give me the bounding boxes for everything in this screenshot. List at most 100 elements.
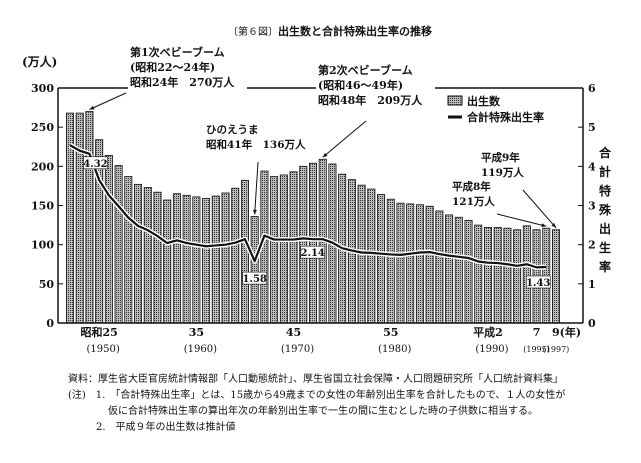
note-2: 2. 平成９年の出生数は推計値 [96, 422, 236, 433]
bar-1953 [124, 176, 133, 324]
bar-1966 [250, 216, 259, 324]
legend-bar-swatch [447, 95, 463, 106]
note-1: (注) 1. 「合計特殊出生率」とは、15歳から49歳までの女性の年齢別出生率を… [68, 390, 566, 401]
bar-1954 [134, 183, 143, 324]
note-1-cont: 仮に合計特殊出生率の算出年次の年齢別出生率で一生の間に生むとした時の子供数に相当… [108, 406, 538, 417]
right-tick-label: 3 [588, 200, 596, 213]
bar-1962 [211, 195, 220, 324]
x-tick-label: 55 [383, 326, 398, 339]
bar-1982 [406, 203, 415, 324]
boom1-arrow-head [89, 105, 95, 110]
bar-1987 [454, 216, 463, 324]
bar-1948 [75, 112, 84, 324]
bar-1955 [143, 187, 152, 324]
bar-1961 [202, 198, 211, 324]
annotation-boom2-text: 昭和48年 209万人 [318, 93, 423, 107]
x-tick-label: 7 [533, 326, 541, 339]
bar-1949 [85, 111, 94, 324]
bar-1988 [464, 219, 473, 324]
bar-1984 [425, 205, 434, 324]
x-tick-sublabel: (1980) [378, 344, 411, 355]
legend: 出生数 合計特殊出生率 [447, 94, 544, 124]
fertility-line [69, 144, 547, 269]
x-tick-label: 平成2 [473, 325, 503, 339]
right-tick-label: 2 [588, 239, 596, 252]
bar-1996 [542, 227, 551, 324]
bar-1952 [114, 165, 123, 324]
annotation-h9-text: 平成9年 [481, 151, 520, 164]
annotation-boom1-text: 昭和24年 270万人 [130, 75, 235, 89]
right-axis-label-char: 計 [599, 164, 611, 179]
bar-1951 [104, 154, 113, 324]
annotation-hinoeuma-text: 昭和41年 136万人 [206, 138, 306, 151]
data-label: 2.14 [301, 248, 325, 259]
bar-1968 [270, 176, 279, 324]
bar-1972 [308, 162, 317, 324]
bar-1981 [396, 202, 405, 324]
bar-1992 [503, 227, 512, 324]
left-tick-label: 0 [46, 317, 54, 330]
left-tick-label: 300 [31, 82, 54, 95]
annotation-h8-bg [450, 178, 504, 210]
left-tick-label: 100 [31, 239, 54, 252]
left-tick-label: 250 [31, 121, 54, 134]
boom1-arrow-line [89, 92, 127, 110]
bar-1956 [153, 191, 162, 324]
h8-arrow-line [496, 213, 547, 227]
bar-1971 [299, 165, 308, 324]
data-label: 1.43 [526, 278, 550, 289]
boom2-arrow-line [322, 120, 367, 158]
annotation-hinoeuma-text: ひのえうま [206, 124, 259, 136]
right-axis-label-char: 合 [599, 145, 612, 160]
bar-1970 [289, 171, 298, 324]
annotation-hinoeuma-bg [204, 121, 318, 153]
bar-1963 [221, 192, 230, 324]
h9-arrow-line [522, 189, 557, 229]
annotation-h8-text: 121万人 [452, 195, 495, 208]
legend-line-label: 合計特殊出生率 [467, 110, 544, 124]
bar-1958 [172, 193, 181, 324]
right-axis-label-char: 殊 [598, 202, 612, 217]
bar-1979 [377, 194, 386, 324]
bar-1985 [435, 210, 444, 324]
left-tick-label: 150 [31, 200, 54, 213]
data-label-box [83, 156, 108, 170]
x-tick-label: 35 [189, 326, 204, 339]
h9-arrow-head [551, 223, 556, 228]
annotation-boom1-text: 第1次ベビーブーム [130, 45, 225, 59]
figure-label: 〔第６図〕 [228, 25, 278, 38]
annotation-boom1-text: (昭和22～24年) [130, 60, 215, 74]
bar-1960 [192, 196, 201, 324]
x-tick-sublabel: (1960) [184, 344, 217, 355]
annotation-boom2-text: (昭和46～49年) [318, 78, 403, 92]
right-axis-label-char: 出 [599, 221, 611, 236]
x-tick-sublabel: (1995) [523, 345, 550, 354]
x-tick-label: 昭和25 [81, 325, 118, 339]
h8-arrow-head [541, 223, 547, 227]
bar-1959 [182, 194, 191, 324]
annotation-h8-text: 平成8年 [452, 180, 491, 193]
annotation-boom1-bg [128, 44, 247, 91]
data-label-box [525, 275, 551, 289]
bar-1980 [386, 198, 395, 324]
bar-1991 [493, 227, 502, 324]
right-tick-label: 5 [588, 121, 596, 134]
annotation-boom2-text: 第2次ベビーブーム [318, 63, 413, 77]
left-axis-unit: (万人) [22, 54, 57, 69]
notes: 資料：厚生省大臣官房統計情報部「人口動態統計」、厚生省国立社会保障・人口問題研究… [68, 372, 565, 436]
data-label: 4.32 [83, 159, 107, 170]
bar-1964 [231, 187, 240, 324]
bar-1986 [445, 214, 454, 324]
hinoeuma-arrow-line [254, 161, 259, 215]
x-tick-sublabel: (1990) [475, 344, 508, 355]
x-tick-sublabel: (1997) [543, 345, 570, 354]
bar-1997 [552, 229, 561, 324]
right-tick-label: 6 [588, 82, 596, 95]
source-note: 資料：厚生省大臣官房統計情報部「人口動態統計」、厚生省国立社会保障・人口問題研究… [68, 374, 563, 385]
bar-1978 [367, 188, 376, 324]
boom2-arrow-head [322, 152, 328, 158]
bar-1969 [279, 174, 288, 324]
bar-1993 [513, 229, 522, 324]
data-label-box [242, 271, 267, 285]
bar-1990 [483, 227, 492, 324]
